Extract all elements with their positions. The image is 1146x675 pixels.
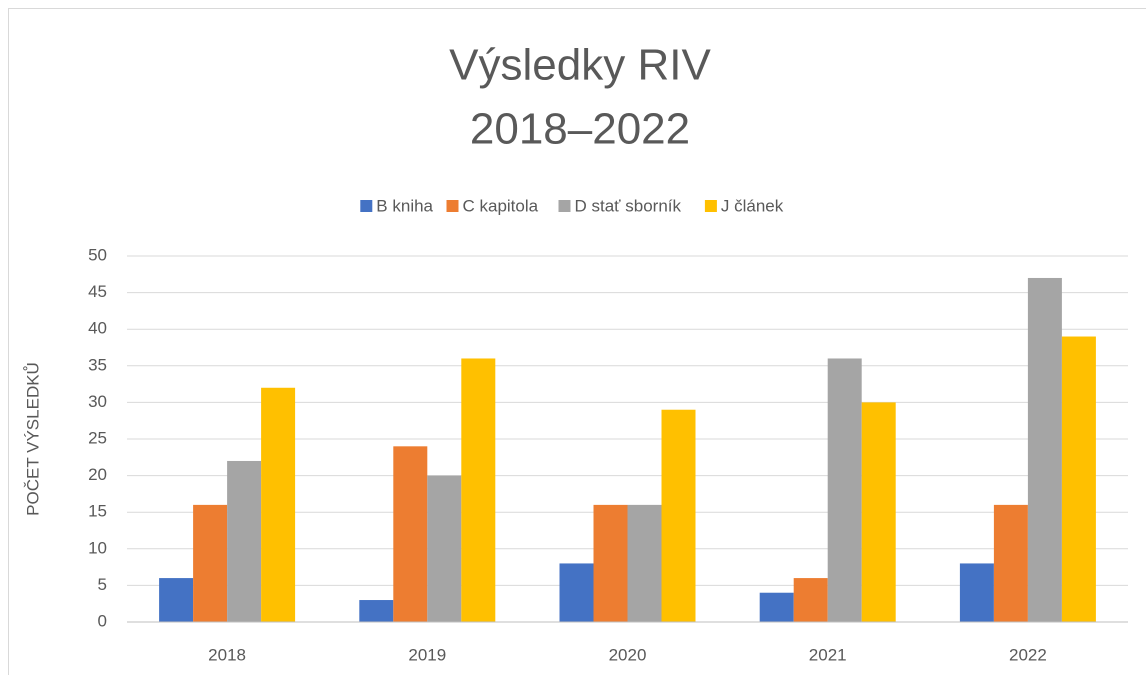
bar: [661, 409, 696, 622]
bar: [593, 504, 628, 622]
bar: [559, 563, 594, 622]
chart-title: 2018–2022: [470, 105, 690, 154]
bar: [861, 402, 896, 622]
chart-title: Výsledky RIV: [449, 41, 711, 90]
bar: [1061, 336, 1096, 622]
x-tick-label: 2021: [809, 645, 847, 664]
y-tick-label: 10: [88, 538, 107, 557]
legend-label: C kapitola: [463, 196, 539, 215]
legend-label: D stať sborník: [575, 196, 682, 215]
bar: [193, 504, 228, 622]
bar: [159, 578, 194, 622]
y-axis-label: POČET VÝSLEDKŮ: [23, 362, 42, 516]
y-tick-label: 20: [88, 465, 107, 484]
bar: [359, 600, 394, 622]
y-tick-label: 35: [88, 355, 107, 374]
bar: [261, 387, 296, 622]
bar: [959, 563, 994, 622]
y-tick-label: 30: [88, 392, 107, 411]
legend-swatch: [704, 200, 717, 212]
legend-swatch: [446, 200, 459, 212]
y-tick-label: 45: [88, 282, 107, 301]
x-tick-label: 2018: [208, 645, 246, 664]
y-tick-label: 5: [98, 575, 107, 594]
bar: [393, 446, 428, 622]
bar: [827, 358, 862, 622]
y-tick-label: 25: [88, 428, 107, 447]
bar: [461, 358, 496, 622]
legend-swatch: [360, 200, 373, 212]
y-tick-label: 50: [88, 245, 107, 264]
bar: [993, 504, 1028, 622]
y-tick-label: 15: [88, 502, 107, 521]
x-tick-label: 2022: [1009, 645, 1047, 664]
x-tick-label: 2019: [408, 645, 446, 664]
y-tick-label: 0: [98, 611, 107, 630]
bar: [627, 504, 662, 622]
y-tick-label: 40: [88, 319, 107, 338]
legend-label: J článek: [721, 196, 784, 215]
legend-swatch: [558, 200, 571, 212]
legend-label: B kniha: [376, 196, 433, 215]
x-tick-label: 2020: [609, 645, 647, 664]
bar: [227, 460, 262, 622]
bar: [793, 578, 828, 622]
bar: [427, 475, 462, 622]
bar: [1027, 277, 1062, 622]
bar: [759, 592, 794, 622]
